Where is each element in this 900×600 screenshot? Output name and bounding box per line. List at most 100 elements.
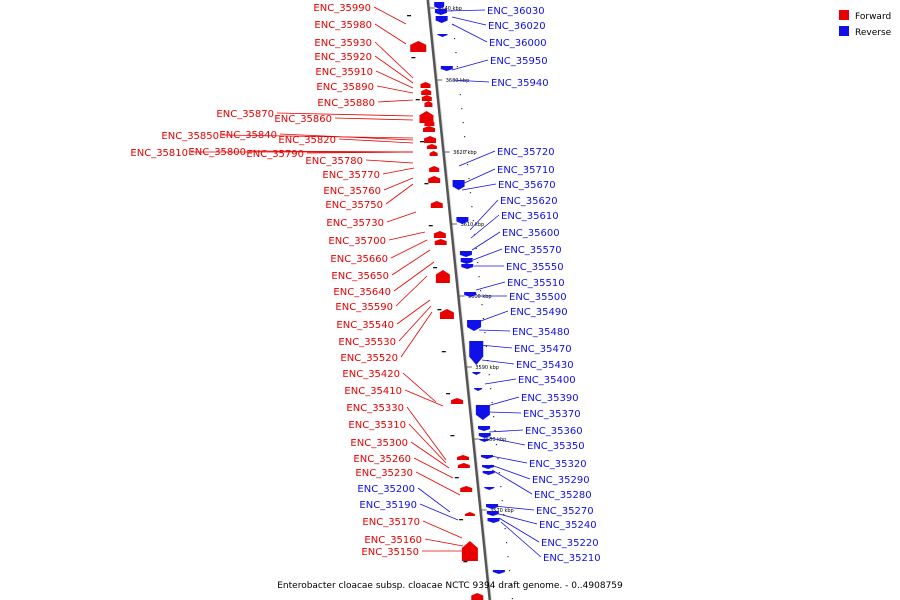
gene-label-right[interactable]: ENC_35550 [506, 262, 564, 273]
gene-label-left[interactable]: ENC_35150 [361, 547, 419, 558]
gene-label-left[interactable]: ENC_35300 [350, 438, 408, 449]
reverse-gene[interactable] [482, 465, 495, 469]
forward-gene[interactable] [471, 593, 484, 600]
reverse-gene[interactable] [469, 341, 484, 365]
gene-label-left[interactable]: ENC_35800 [188, 147, 246, 158]
forward-gene[interactable] [457, 455, 470, 460]
reverse-gene[interactable] [452, 180, 465, 190]
forward-gene[interactable] [423, 126, 436, 132]
reverse-gene[interactable] [435, 16, 448, 23]
reverse-gene[interactable] [472, 372, 481, 375]
gene-label-left[interactable]: ENC_35860 [274, 114, 332, 125]
gene-label-left[interactable]: ENC_35840 [219, 130, 277, 141]
gene-label-right[interactable]: ENC_35390 [521, 393, 579, 404]
gene-label-left[interactable]: ENC_35190 [359, 500, 417, 511]
gene-label-right[interactable]: ENC_35320 [529, 459, 587, 470]
forward-gene[interactable] [435, 270, 450, 283]
gene-label-right[interactable]: ENC_36000 [489, 38, 547, 49]
gene-label-left[interactable]: ENC_35770 [322, 170, 380, 181]
gene-label-left[interactable]: ENC_35170 [362, 517, 420, 528]
reverse-gene[interactable] [478, 426, 491, 431]
gene-label-left[interactable]: ENC_35980 [314, 20, 372, 31]
reverse-gene[interactable] [460, 258, 473, 264]
gene-label-left[interactable]: ENC_35160 [364, 535, 422, 546]
reverse-gene[interactable] [459, 251, 472, 257]
gene-label-right[interactable]: ENC_35280 [534, 490, 592, 501]
reverse-gene[interactable] [492, 570, 505, 574]
gene-label-left[interactable]: ENC_35870 [216, 109, 274, 120]
gene-label-left[interactable]: ENC_35330 [346, 403, 404, 414]
gene-label-right[interactable]: ENC_35620 [500, 196, 558, 207]
gene-label-right[interactable]: ENC_35470 [514, 344, 572, 355]
gene-label-left[interactable]: ENC_35790 [246, 149, 304, 160]
reverse-gene[interactable] [461, 264, 474, 269]
forward-gene[interactable] [429, 166, 440, 172]
gene-label-left[interactable]: ENC_35230 [355, 468, 413, 479]
gene-label-left[interactable]: ENC_35530 [338, 337, 396, 348]
gene-label-right[interactable]: ENC_35220 [541, 538, 599, 549]
reverse-gene[interactable] [467, 320, 482, 331]
forward-gene[interactable] [451, 398, 464, 404]
gene-label-right[interactable]: ENC_35400 [518, 375, 576, 386]
reverse-gene[interactable] [486, 504, 499, 509]
forward-gene[interactable] [464, 512, 475, 516]
gene-label-right[interactable]: ENC_36020 [488, 21, 546, 32]
gene-label-left[interactable]: ENC_35700 [328, 236, 386, 247]
forward-gene[interactable] [421, 89, 432, 95]
gene-label-left[interactable]: ENC_35200 [357, 484, 415, 495]
gene-label-left[interactable]: ENC_35760 [323, 186, 381, 197]
gene-label-left[interactable]: ENC_35850 [161, 131, 219, 142]
gene-label-right[interactable]: ENC_35500 [509, 292, 567, 303]
gene-label-left[interactable]: ENC_35420 [342, 369, 400, 380]
gene-label-right[interactable]: ENC_35720 [497, 147, 555, 158]
gene-label-left[interactable]: ENC_35920 [314, 52, 372, 63]
reverse-gene[interactable] [481, 455, 494, 459]
forward-gene[interactable] [424, 136, 437, 143]
gene-label-right[interactable]: ENC_35370 [523, 409, 581, 420]
reverse-gene[interactable] [478, 433, 491, 438]
reverse-gene[interactable] [474, 388, 483, 391]
reverse-gene[interactable] [479, 439, 490, 442]
reverse-gene[interactable] [464, 292, 477, 297]
gene-label-right[interactable]: ENC_35670 [498, 180, 556, 191]
forward-gene[interactable] [457, 463, 470, 468]
gene-label-left[interactable]: ENC_35880 [317, 98, 375, 109]
gene-label-left[interactable]: ENC_35810 [130, 148, 188, 159]
forward-gene[interactable] [424, 101, 433, 107]
gene-label-left[interactable]: ENC_35260 [353, 454, 411, 465]
forward-gene[interactable] [460, 486, 473, 492]
gene-label-right[interactable]: ENC_35350 [527, 441, 585, 452]
gene-label-left[interactable]: ENC_35640 [333, 287, 391, 298]
forward-gene[interactable] [430, 201, 443, 208]
gene-label-right[interactable]: ENC_35490 [510, 307, 568, 318]
gene-label-right[interactable]: ENC_35950 [490, 56, 548, 67]
gene-label-left[interactable]: ENC_35890 [316, 82, 374, 93]
forward-gene[interactable] [433, 231, 446, 238]
forward-gene[interactable] [410, 41, 427, 52]
gene-label-left[interactable]: ENC_35990 [313, 3, 371, 14]
gene-label-right[interactable]: ENC_35210 [543, 553, 601, 564]
gene-label-right[interactable]: ENC_35710 [497, 165, 555, 176]
gene-label-left[interactable]: ENC_35410 [344, 386, 402, 397]
gene-label-left[interactable]: ENC_35540 [336, 320, 394, 331]
gene-label-left[interactable]: ENC_35730 [326, 218, 384, 229]
gene-label-left[interactable]: ENC_35750 [325, 200, 383, 211]
forward-gene[interactable] [428, 176, 441, 183]
gene-label-right[interactable]: ENC_35270 [536, 506, 594, 517]
reverse-gene[interactable] [456, 217, 469, 224]
gene-label-right[interactable]: ENC_35430 [516, 360, 574, 371]
gene-label-left[interactable]: ENC_35930 [314, 38, 372, 49]
forward-gene[interactable] [426, 144, 437, 149]
gene-label-left[interactable]: ENC_35780 [305, 156, 363, 167]
reverse-gene[interactable] [484, 487, 495, 490]
gene-label-left[interactable]: ENC_35310 [348, 420, 406, 431]
gene-label-left[interactable]: ENC_35820 [278, 135, 336, 146]
gene-label-right[interactable]: ENC_35360 [525, 426, 583, 437]
gene-label-right[interactable]: ENC_35940 [491, 78, 549, 89]
reverse-gene[interactable] [486, 511, 499, 516]
gene-label-left[interactable]: ENC_35910 [315, 67, 373, 78]
reverse-gene[interactable] [437, 34, 448, 37]
gene-label-right[interactable]: ENC_35510 [507, 278, 565, 289]
gene-label-left[interactable]: ENC_35650 [331, 271, 389, 282]
forward-gene[interactable] [461, 541, 478, 561]
